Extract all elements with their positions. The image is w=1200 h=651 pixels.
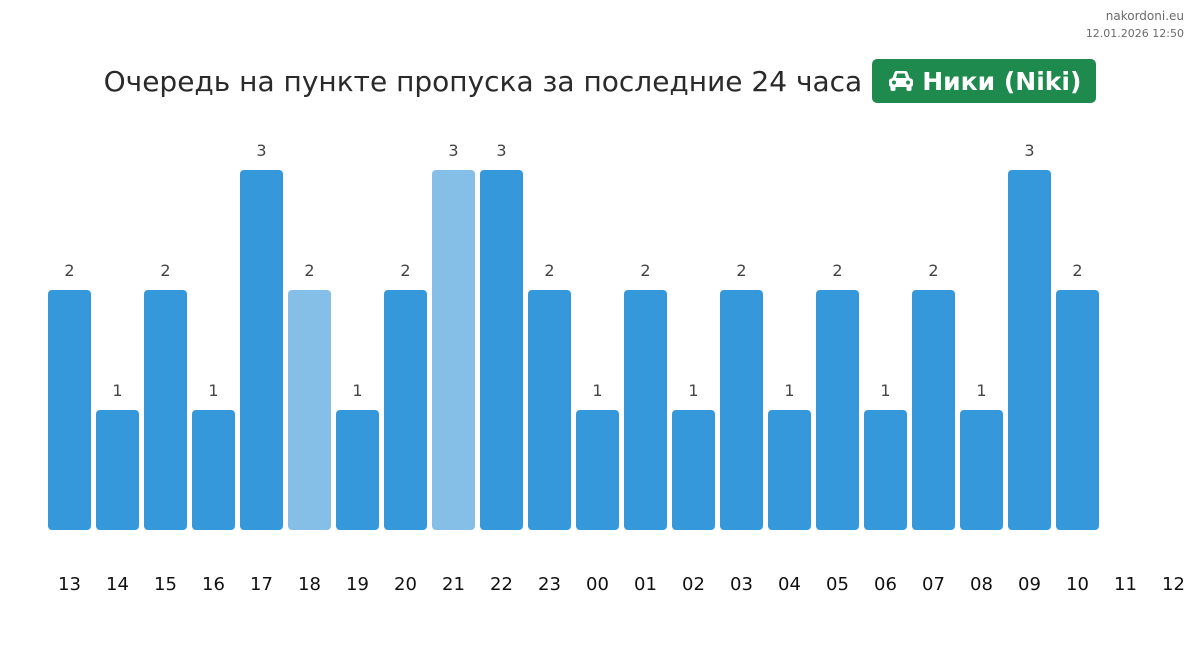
value-label-15: 2 xyxy=(160,261,170,280)
x-tick-22: 22 xyxy=(490,574,513,595)
value-label-05: 2 xyxy=(832,261,842,280)
value-label-04: 1 xyxy=(784,381,794,400)
x-tick-04: 04 xyxy=(778,574,801,595)
value-label-23: 2 xyxy=(544,261,554,280)
bar-13 xyxy=(48,290,91,530)
x-tick-10: 10 xyxy=(1066,574,1089,595)
checkpoint-name: Ники (Niki) xyxy=(922,66,1082,96)
bar-17 xyxy=(240,170,283,530)
car-icon xyxy=(887,69,915,93)
x-tick-11: 11 xyxy=(1114,574,1137,595)
bar-22 xyxy=(480,170,523,530)
bar-21 xyxy=(432,170,475,530)
x-tick-13: 13 xyxy=(58,574,81,595)
site-name: nakordoni.eu xyxy=(1105,9,1184,23)
checkpoint-badge: Ники (Niki) xyxy=(872,59,1097,103)
bar-07 xyxy=(912,290,955,530)
value-label-03: 2 xyxy=(736,261,746,280)
value-label-14: 1 xyxy=(112,381,122,400)
x-tick-21: 21 xyxy=(442,574,465,595)
x-tick-15: 15 xyxy=(154,574,177,595)
bar-19 xyxy=(336,410,379,530)
bar-14 xyxy=(96,410,139,530)
bar-23 xyxy=(528,290,571,530)
value-label-16: 1 xyxy=(208,381,218,400)
value-label-18: 2 xyxy=(304,261,314,280)
x-tick-16: 16 xyxy=(202,574,225,595)
bar-18 xyxy=(288,290,331,530)
x-tick-03: 03 xyxy=(730,574,753,595)
chart-title: Очередь на пункте пропуска за последние … xyxy=(103,64,863,98)
value-label-10: 2 xyxy=(1072,261,1082,280)
value-label-07: 2 xyxy=(928,261,938,280)
bar-20 xyxy=(384,290,427,530)
value-label-21: 3 xyxy=(448,141,458,160)
timestamp: 12.01.2026 12:50 xyxy=(1085,27,1184,40)
bar-10 xyxy=(1056,290,1099,530)
value-label-06: 1 xyxy=(880,381,890,400)
x-tick-19: 19 xyxy=(346,574,369,595)
value-label-19: 1 xyxy=(352,381,362,400)
value-label-01: 2 xyxy=(640,261,650,280)
bar-00 xyxy=(576,410,619,530)
bar-06 xyxy=(864,410,907,530)
bar-09 xyxy=(1008,170,1051,530)
x-tick-14: 14 xyxy=(106,574,129,595)
value-label-08: 1 xyxy=(976,381,986,400)
x-tick-06: 06 xyxy=(874,574,897,595)
x-tick-17: 17 xyxy=(250,574,273,595)
x-tick-12: 12 xyxy=(1162,574,1185,595)
value-label-00: 1 xyxy=(592,381,602,400)
value-label-17: 3 xyxy=(256,141,266,160)
value-label-13: 2 xyxy=(64,261,74,280)
bar-02 xyxy=(672,410,715,530)
x-tick-01: 01 xyxy=(634,574,657,595)
x-tick-05: 05 xyxy=(826,574,849,595)
x-tick-08: 08 xyxy=(970,574,993,595)
x-tick-00: 00 xyxy=(586,574,609,595)
x-tick-23: 23 xyxy=(538,574,561,595)
value-label-22: 3 xyxy=(496,141,506,160)
x-tick-07: 07 xyxy=(922,574,945,595)
bar-03 xyxy=(720,290,763,530)
value-label-02: 1 xyxy=(688,381,698,400)
chart-header: Очередь на пункте пропуска за последние … xyxy=(0,58,1200,104)
x-tick-20: 20 xyxy=(394,574,417,595)
brand-block: nakordoni.eu 12.01.2026 12:50 xyxy=(1086,8,1184,42)
bar-08 xyxy=(960,410,1003,530)
bar-15 xyxy=(144,290,187,530)
bar-05 xyxy=(816,290,859,530)
x-tick-09: 09 xyxy=(1018,574,1041,595)
value-label-09: 3 xyxy=(1024,141,1034,160)
bar-04 xyxy=(768,410,811,530)
x-tick-02: 02 xyxy=(682,574,705,595)
x-tick-18: 18 xyxy=(298,574,321,595)
bar-16 xyxy=(192,410,235,530)
value-label-20: 2 xyxy=(400,261,410,280)
bar-01 xyxy=(624,290,667,530)
